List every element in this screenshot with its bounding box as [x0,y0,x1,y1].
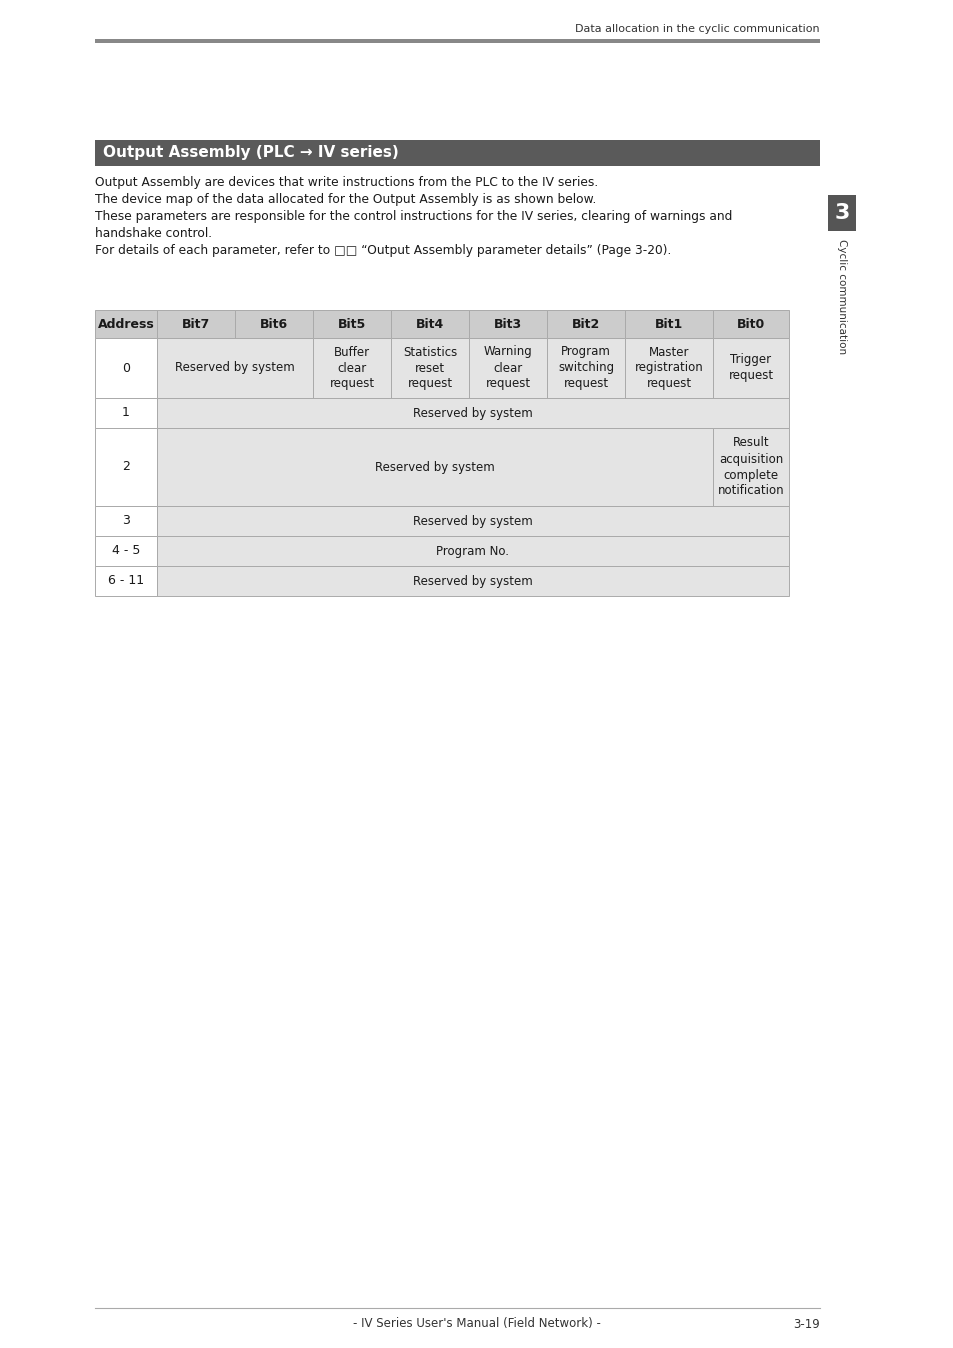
Text: Address: Address [97,318,154,330]
Text: Reserved by system: Reserved by system [413,574,533,588]
Bar [313,310,391,338]
Text: 4 - 5: 4 - 5 [112,545,140,558]
Text: Master
registration
request: Master registration request [634,345,702,391]
Bar [546,310,624,338]
Text: Trigger
request: Trigger request [728,353,773,383]
Text: 3: 3 [834,204,849,222]
Text: Bit7: Bit7 [182,318,210,330]
Text: Output Assembly are devices that write instructions from the PLC to the IV serie: Output Assembly are devices that write i… [95,177,598,189]
Bar [95,506,157,537]
Text: Reserved by system: Reserved by system [413,407,533,419]
Bar [157,338,313,398]
Text: These parameters are responsible for the control instructions for the IV series,: These parameters are responsible for the… [95,210,732,222]
Text: Output Assembly (PLC → IV series): Output Assembly (PLC → IV series) [103,146,398,160]
Text: Bit2: Bit2 [571,318,599,330]
Bar [391,338,469,398]
Text: Bit0: Bit0 [736,318,764,330]
Text: Data allocation in the cyclic communication: Data allocation in the cyclic communicat… [575,24,820,34]
Text: Reserved by system: Reserved by system [413,515,533,527]
Text: 3-19: 3-19 [792,1317,820,1330]
Bar [157,310,234,338]
Text: 2: 2 [122,461,130,473]
Bar [157,537,788,566]
Text: Warning
clear
request: Warning clear request [483,345,532,391]
Text: 3: 3 [122,515,130,527]
Bar [624,338,712,398]
Text: Bit1: Bit1 [654,318,682,330]
Text: 1: 1 [122,407,130,419]
Text: Cyclic communication: Cyclic communication [836,239,846,355]
Text: Statistics
reset
request: Statistics reset request [402,345,456,391]
Text: 6 - 11: 6 - 11 [108,574,144,588]
Text: Reserved by system: Reserved by system [175,361,294,375]
Text: Buffer
clear
request: Buffer clear request [329,345,375,391]
Bar [157,398,788,429]
Text: Reserved by system: Reserved by system [375,461,495,473]
Bar [712,429,788,506]
Text: Bit6: Bit6 [259,318,288,330]
Bar [95,338,157,398]
Text: Bit3: Bit3 [494,318,521,330]
Text: 0: 0 [122,361,130,375]
Text: Result
acquisition
complete
notification: Result acquisition complete notification [717,437,783,497]
Bar [391,310,469,338]
Bar [712,310,788,338]
Bar [157,506,788,537]
Text: The device map of the data allocated for the Output Assembly is as shown below.: The device map of the data allocated for… [95,193,596,206]
Bar [712,338,788,398]
Text: handshake control.: handshake control. [95,226,212,240]
Bar [95,140,820,166]
Bar [157,566,788,596]
Bar [95,310,157,338]
Text: Bit5: Bit5 [337,318,366,330]
Bar [313,338,391,398]
Text: For details of each parameter, refer to □□ “Output Assembly parameter details” (: For details of each parameter, refer to … [95,244,671,257]
Bar [95,398,157,429]
Bar [827,195,855,231]
Bar [234,310,313,338]
Bar [469,310,546,338]
Bar [469,338,546,398]
Bar [95,566,157,596]
Text: Program No.: Program No. [436,545,509,558]
Bar [546,338,624,398]
Text: Bit4: Bit4 [416,318,444,330]
Bar [95,537,157,566]
Bar [95,39,820,43]
Text: - IV Series User's Manual (Field Network) -: - IV Series User's Manual (Field Network… [353,1317,600,1330]
Bar [157,429,712,506]
Bar [624,310,712,338]
Bar [95,429,157,506]
Text: Program
switching
request: Program switching request [558,345,614,391]
